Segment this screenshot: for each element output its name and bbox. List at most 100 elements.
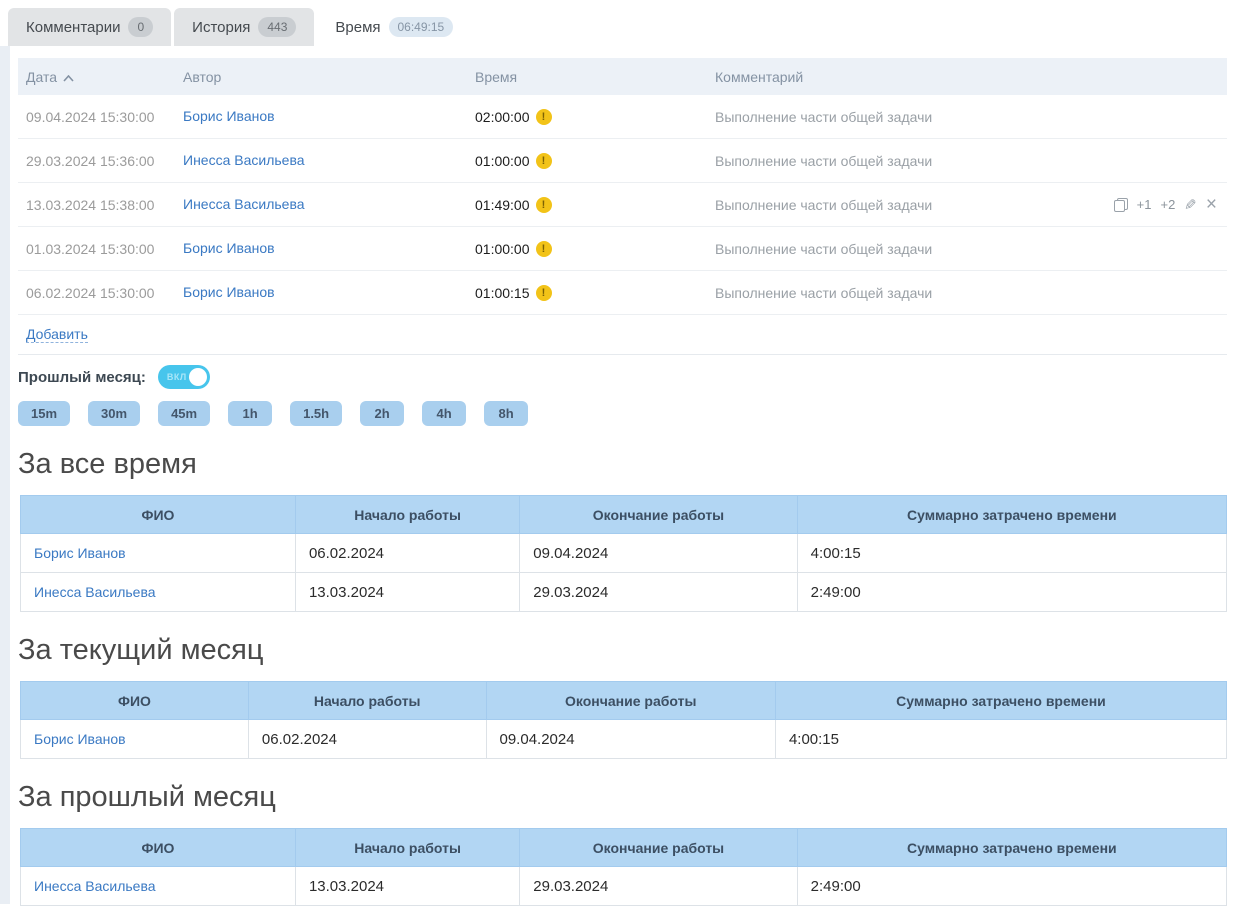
quick-time-8h-button[interactable]: 8h bbox=[484, 401, 528, 426]
edit-pencil-icon[interactable]: ✎ bbox=[1184, 196, 1197, 214]
delete-icon[interactable]: × bbox=[1206, 198, 1217, 212]
person-link[interactable]: Инесса Васильева bbox=[34, 584, 156, 600]
summary-table-last-month: ФИО Начало работы Окончание работы Сумма… bbox=[20, 828, 1227, 906]
section-title-last-month: За прошлый месяц bbox=[18, 781, 1227, 814]
sort-asc-icon bbox=[63, 69, 74, 85]
entry-time-value: 01:00:15 bbox=[475, 285, 530, 301]
toggle-on-label: ВКЛ bbox=[167, 372, 187, 382]
warning-icon: ! bbox=[536, 241, 552, 257]
work-start-date: 06.02.2024 bbox=[248, 720, 486, 759]
warning-icon: ! bbox=[536, 153, 552, 169]
column-header-date[interactable]: Дата bbox=[18, 69, 175, 85]
last-month-toggle[interactable]: ВКЛ bbox=[158, 365, 210, 389]
quick-time-4h-button[interactable]: 4h bbox=[422, 401, 466, 426]
entry-date: 09.04.2024 15:30:00 bbox=[18, 109, 175, 125]
tab-comments[interactable]: Комментарии 0 bbox=[8, 8, 171, 46]
row-actions: +1 +2 ✎ × bbox=[1114, 196, 1217, 214]
table-row: 06.02.2024 15:30:00 Борис Иванов 01:00:1… bbox=[18, 271, 1227, 315]
tab-history[interactable]: История 443 bbox=[174, 8, 314, 46]
tab-history-badge: 443 bbox=[258, 17, 296, 37]
summary-header-row: ФИО Начало работы Окончание работы Сумма… bbox=[21, 682, 1227, 720]
column-header-start: Начало работы bbox=[248, 682, 486, 720]
add-entry-link[interactable]: Добавить bbox=[26, 326, 88, 343]
tab-comments-badge: 0 bbox=[128, 17, 153, 37]
table-row: 09.04.2024 15:30:00 Борис Иванов 02:00:0… bbox=[18, 95, 1227, 139]
quick-time-45m-button[interactable]: 45m bbox=[158, 401, 210, 426]
column-header-author: Автор bbox=[175, 69, 467, 85]
entry-author-link[interactable]: Борис Иванов bbox=[183, 284, 275, 300]
work-start-date: 13.03.2024 bbox=[295, 573, 519, 612]
tab-history-label: История bbox=[192, 19, 250, 36]
page-left-gutter bbox=[0, 46, 10, 904]
entries-table-header: Дата Автор Время Комментарий bbox=[18, 58, 1227, 95]
copy-icon[interactable] bbox=[1114, 198, 1128, 212]
summary-table-all-time: ФИО Начало работы Окончание работы Сумма… bbox=[20, 495, 1227, 612]
person-link[interactable]: Борис Иванов bbox=[34, 731, 126, 747]
entry-author-link[interactable]: Борис Иванов bbox=[183, 240, 275, 256]
total-time: 4:00:15 bbox=[775, 720, 1226, 759]
column-header-total: Суммарно затрачено времени bbox=[797, 829, 1226, 867]
section-title-all-time: За все время bbox=[18, 448, 1227, 481]
plus-two-count: +2 bbox=[1160, 197, 1175, 212]
entry-comment: Выполнение части общей задачи bbox=[715, 241, 932, 257]
column-header-total: Суммарно затрачено времени bbox=[797, 496, 1226, 534]
entry-date: 06.02.2024 15:30:00 bbox=[18, 285, 175, 301]
quick-time-2h-button[interactable]: 2h bbox=[360, 401, 404, 426]
entry-comment: Выполнение части общей задачи bbox=[715, 197, 932, 213]
work-end-date: 29.03.2024 bbox=[520, 573, 797, 612]
tab-time-badge: 06:49:15 bbox=[389, 17, 454, 37]
tab-bar: Комментарии 0 История 443 Время 06:49:15 bbox=[0, 8, 1242, 46]
quick-time-1-5h-button[interactable]: 1.5h bbox=[290, 401, 342, 426]
summary-header-row: ФИО Начало работы Окончание работы Сумма… bbox=[21, 829, 1227, 867]
entry-author-link[interactable]: Инесса Васильева bbox=[183, 152, 305, 168]
work-end-date: 09.04.2024 bbox=[486, 720, 775, 759]
section-title-current-month: За текущий месяц bbox=[18, 634, 1227, 667]
quick-time-15m-button[interactable]: 15m bbox=[18, 401, 70, 426]
tab-comments-label: Комментарии bbox=[26, 19, 120, 36]
work-end-date: 29.03.2024 bbox=[520, 867, 797, 906]
column-header-start: Начало работы bbox=[295, 829, 519, 867]
person-link[interactable]: Борис Иванов bbox=[34, 545, 126, 561]
work-end-date: 09.04.2024 bbox=[520, 534, 797, 573]
entry-time-value: 01:00:00 bbox=[475, 153, 530, 169]
quick-time-30m-button[interactable]: 30m bbox=[88, 401, 140, 426]
toggle-knob bbox=[189, 368, 207, 386]
quick-time-buttons: 15m 30m 45m 1h 1.5h 2h 4h 8h bbox=[18, 401, 1227, 426]
table-row: Инесса Васильева 13.03.2024 29.03.2024 2… bbox=[21, 867, 1227, 906]
plus-one-count: +1 bbox=[1137, 197, 1152, 212]
warning-icon: ! bbox=[536, 285, 552, 301]
tab-time-label: Время bbox=[335, 19, 380, 36]
time-tab-content: Дата Автор Время Комментарий 09.04.2024 … bbox=[0, 58, 1242, 906]
warning-icon: ! bbox=[536, 109, 552, 125]
entry-comment: Выполнение части общей задачи bbox=[715, 109, 932, 125]
entry-date: 29.03.2024 15:36:00 bbox=[18, 153, 175, 169]
total-time: 2:49:00 bbox=[797, 867, 1226, 906]
work-start-date: 06.02.2024 bbox=[295, 534, 519, 573]
entry-author-link[interactable]: Борис Иванов bbox=[183, 108, 275, 124]
column-header-start: Начало работы bbox=[295, 496, 519, 534]
table-row: 13.03.2024 15:38:00 Инесса Васильева 01:… bbox=[18, 183, 1227, 227]
summary-header-row: ФИО Начало работы Окончание работы Сумма… bbox=[21, 496, 1227, 534]
table-row: 29.03.2024 15:36:00 Инесса Васильева 01:… bbox=[18, 139, 1227, 183]
column-header-name: ФИО bbox=[21, 829, 296, 867]
column-header-total: Суммарно затрачено времени bbox=[775, 682, 1226, 720]
entry-author-link[interactable]: Инесса Васильева bbox=[183, 196, 305, 212]
person-link[interactable]: Инесса Васильева bbox=[34, 878, 156, 894]
column-header-time: Время bbox=[467, 69, 707, 85]
column-header-end: Окончание работы bbox=[520, 496, 797, 534]
total-time: 2:49:00 bbox=[797, 573, 1226, 612]
entry-date: 01.03.2024 15:30:00 bbox=[18, 241, 175, 257]
column-header-end: Окончание работы bbox=[520, 829, 797, 867]
quick-time-1h-button[interactable]: 1h bbox=[228, 401, 272, 426]
table-row: Борис Иванов 06.02.2024 09.04.2024 4:00:… bbox=[21, 534, 1227, 573]
entry-date: 13.03.2024 15:38:00 bbox=[18, 197, 175, 213]
tab-time[interactable]: Время 06:49:15 bbox=[317, 8, 471, 46]
column-header-name: ФИО bbox=[21, 682, 249, 720]
last-month-filter: Прошлый месяц: ВКЛ bbox=[18, 355, 1227, 399]
column-header-end: Окончание работы bbox=[486, 682, 775, 720]
last-month-label: Прошлый месяц: bbox=[18, 369, 146, 386]
total-time: 4:00:15 bbox=[797, 534, 1226, 573]
table-row: Борис Иванов 06.02.2024 09.04.2024 4:00:… bbox=[21, 720, 1227, 759]
entry-comment: Выполнение части общей задачи bbox=[715, 285, 932, 301]
entry-comment: Выполнение части общей задачи bbox=[715, 153, 932, 169]
